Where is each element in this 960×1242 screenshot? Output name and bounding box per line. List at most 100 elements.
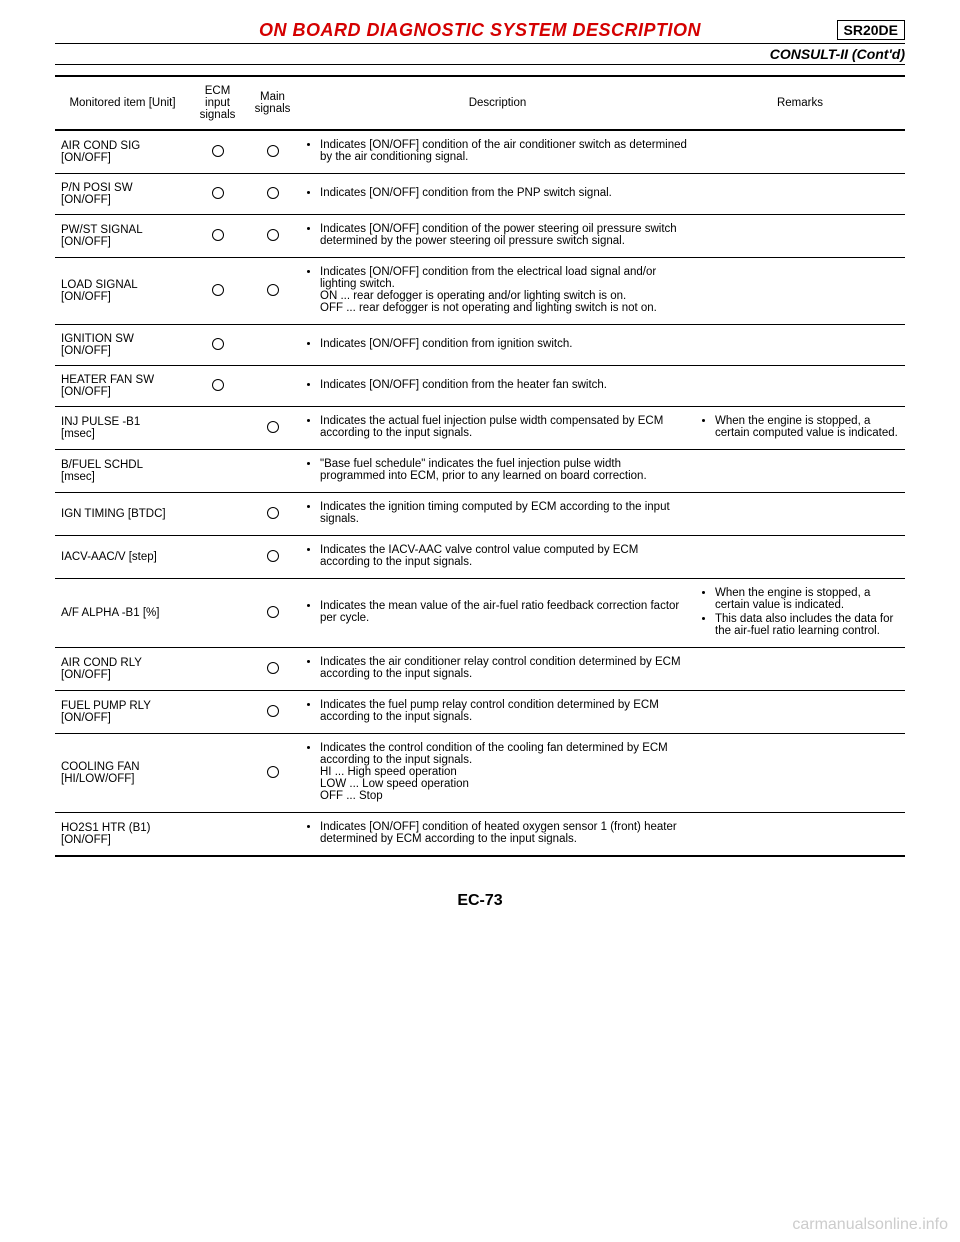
desc-bullet: Indicates [ON/OFF] condition from the PN… xyxy=(320,187,689,199)
cell-remarks xyxy=(695,813,905,857)
cell-item: LOAD SIGNAL [ON/OFF] xyxy=(55,258,190,325)
circle-icon xyxy=(267,662,279,674)
cell-remarks xyxy=(695,536,905,579)
remark-bullet: This data also includes the data for the… xyxy=(715,613,899,637)
cell-item: AIR COND RLY [ON/OFF] xyxy=(55,648,190,691)
cell-remarks xyxy=(695,325,905,366)
cell-main xyxy=(245,579,300,648)
desc-bullet: Indicates [ON/OFF] condition from the el… xyxy=(320,266,689,314)
cell-description: Indicates [ON/OFF] condition of the powe… xyxy=(300,215,695,258)
cell-main xyxy=(245,407,300,450)
cell-item: FUEL PUMP RLY [ON/OFF] xyxy=(55,691,190,734)
circle-icon xyxy=(267,145,279,157)
circle-icon xyxy=(212,284,224,296)
cell-description: Indicates the actual fuel injection puls… xyxy=(300,407,695,450)
desc-bullet: Indicates [ON/OFF] condition from the he… xyxy=(320,379,689,391)
desc-bullet: Indicates the control condition of the c… xyxy=(320,742,689,802)
cell-remarks xyxy=(695,366,905,407)
remark-bullet: When the engine is stopped, a certain co… xyxy=(715,415,899,439)
cell-ecm xyxy=(190,734,245,813)
cell-remarks xyxy=(695,450,905,493)
cell-ecm xyxy=(190,450,245,493)
circle-icon xyxy=(267,421,279,433)
cell-main xyxy=(245,450,300,493)
cell-ecm xyxy=(190,813,245,857)
desc-bullet: Indicates the mean value of the air-fuel… xyxy=(320,600,689,624)
cell-ecm xyxy=(190,536,245,579)
cell-remarks: When the engine is stopped, a certain co… xyxy=(695,407,905,450)
circle-icon xyxy=(267,705,279,717)
cell-main xyxy=(245,174,300,215)
desc-bullet: Indicates the fuel pump relay control co… xyxy=(320,699,689,723)
table-row: P/N POSI SW [ON/OFF] Indicates [ON/OFF] c… xyxy=(55,174,905,215)
cell-remarks xyxy=(695,691,905,734)
cell-main xyxy=(245,130,300,174)
cell-item: IGNITION SW [ON/OFF] xyxy=(55,325,190,366)
cell-main xyxy=(245,691,300,734)
cell-ecm xyxy=(190,258,245,325)
cell-item: INJ PULSE -B1 [msec] xyxy=(55,407,190,450)
cell-item: COOLING FAN [HI/LOW/OFF] xyxy=(55,734,190,813)
desc-bullet: Indicates [ON/OFF] condition of the powe… xyxy=(320,223,689,247)
circle-icon xyxy=(212,379,224,391)
circle-icon xyxy=(267,187,279,199)
cell-remarks xyxy=(695,734,905,813)
cell-main xyxy=(245,493,300,536)
table-row: PW/ST SIGNAL [ON/OFF] Indicates [ON/OFF] … xyxy=(55,215,905,258)
desc-bullet: Indicates [ON/OFF] condition of heated o… xyxy=(320,821,689,845)
cell-description: Indicates the control condition of the c… xyxy=(300,734,695,813)
cell-item: HO2S1 HTR (B1) [ON/OFF] xyxy=(55,813,190,857)
cell-ecm xyxy=(190,579,245,648)
subheader: CONSULT-II (Cont'd) xyxy=(55,43,905,65)
remark-bullet: When the engine is stopped, a certain va… xyxy=(715,587,899,611)
cell-description: Indicates [ON/OFF] condition of heated o… xyxy=(300,813,695,857)
table-row: IGN TIMING [BTDC]Indicates the ignition … xyxy=(55,493,905,536)
circle-icon xyxy=(267,229,279,241)
cell-description: Indicates [ON/OFF] condition from the el… xyxy=(300,258,695,325)
cell-ecm xyxy=(190,691,245,734)
cell-ecm xyxy=(190,215,245,258)
cell-ecm xyxy=(190,366,245,407)
circle-icon xyxy=(267,606,279,618)
cell-item: B/FUEL SCHDL [msec] xyxy=(55,450,190,493)
desc-bullet: "Base fuel schedule" indicates the fuel … xyxy=(320,458,689,482)
cell-description: "Base fuel schedule" indicates the fuel … xyxy=(300,450,695,493)
cell-description: Indicates [ON/OFF] condition from igniti… xyxy=(300,325,695,366)
cell-description: Indicates the mean value of the air-fuel… xyxy=(300,579,695,648)
cell-description: Indicates [ON/OFF] condition from the PN… xyxy=(300,174,695,215)
cell-remarks xyxy=(695,174,905,215)
monitored-items-table: Monitored item [Unit] ECM input signals … xyxy=(55,75,905,857)
circle-icon xyxy=(267,550,279,562)
cell-main xyxy=(245,215,300,258)
circle-icon xyxy=(267,766,279,778)
cell-item: P/N POSI SW [ON/OFF] xyxy=(55,174,190,215)
cell-description: Indicates the fuel pump relay control co… xyxy=(300,691,695,734)
cell-remarks xyxy=(695,648,905,691)
cell-item: HEATER FAN SW [ON/OFF] xyxy=(55,366,190,407)
doc-code-box: SR20DE xyxy=(837,20,905,40)
cell-item: PW/ST SIGNAL [ON/OFF] xyxy=(55,215,190,258)
cell-main xyxy=(245,366,300,407)
cell-item: IACV-AAC/V [step] xyxy=(55,536,190,579)
desc-bullet: Indicates the air conditioner relay cont… xyxy=(320,656,689,680)
desc-bullet: Indicates the ignition timing computed b… xyxy=(320,501,689,525)
th-main: Main signals xyxy=(245,76,300,130)
cell-description: Indicates the ignition timing computed b… xyxy=(300,493,695,536)
cell-description: Indicates [ON/OFF] condition of the air … xyxy=(300,130,695,174)
cell-description: Indicates the IACV-AAC valve control val… xyxy=(300,536,695,579)
cell-description: Indicates [ON/OFF] condition from the he… xyxy=(300,366,695,407)
table-row: LOAD SIGNAL [ON/OFF] Indicates [ON/OFF] c… xyxy=(55,258,905,325)
circle-icon xyxy=(212,187,224,199)
watermark: carmanualsonline.info xyxy=(792,1216,948,1234)
cell-remarks: When the engine is stopped, a certain va… xyxy=(695,579,905,648)
cell-item: A/F ALPHA -B1 [%] xyxy=(55,579,190,648)
cell-ecm xyxy=(190,407,245,450)
table-row: COOLING FAN [HI/LOW/OFF] Indicates the co… xyxy=(55,734,905,813)
cell-remarks xyxy=(695,215,905,258)
cell-ecm xyxy=(190,493,245,536)
th-item: Monitored item [Unit] xyxy=(55,76,190,130)
table-row: IGNITION SW [ON/OFF] Indicates [ON/OFF] c… xyxy=(55,325,905,366)
table-row: B/FUEL SCHDL [msec] "Base fuel schedule" … xyxy=(55,450,905,493)
desc-bullet: Indicates [ON/OFF] condition from igniti… xyxy=(320,338,689,350)
table-row: INJ PULSE -B1 [msec] Indicates the actual… xyxy=(55,407,905,450)
